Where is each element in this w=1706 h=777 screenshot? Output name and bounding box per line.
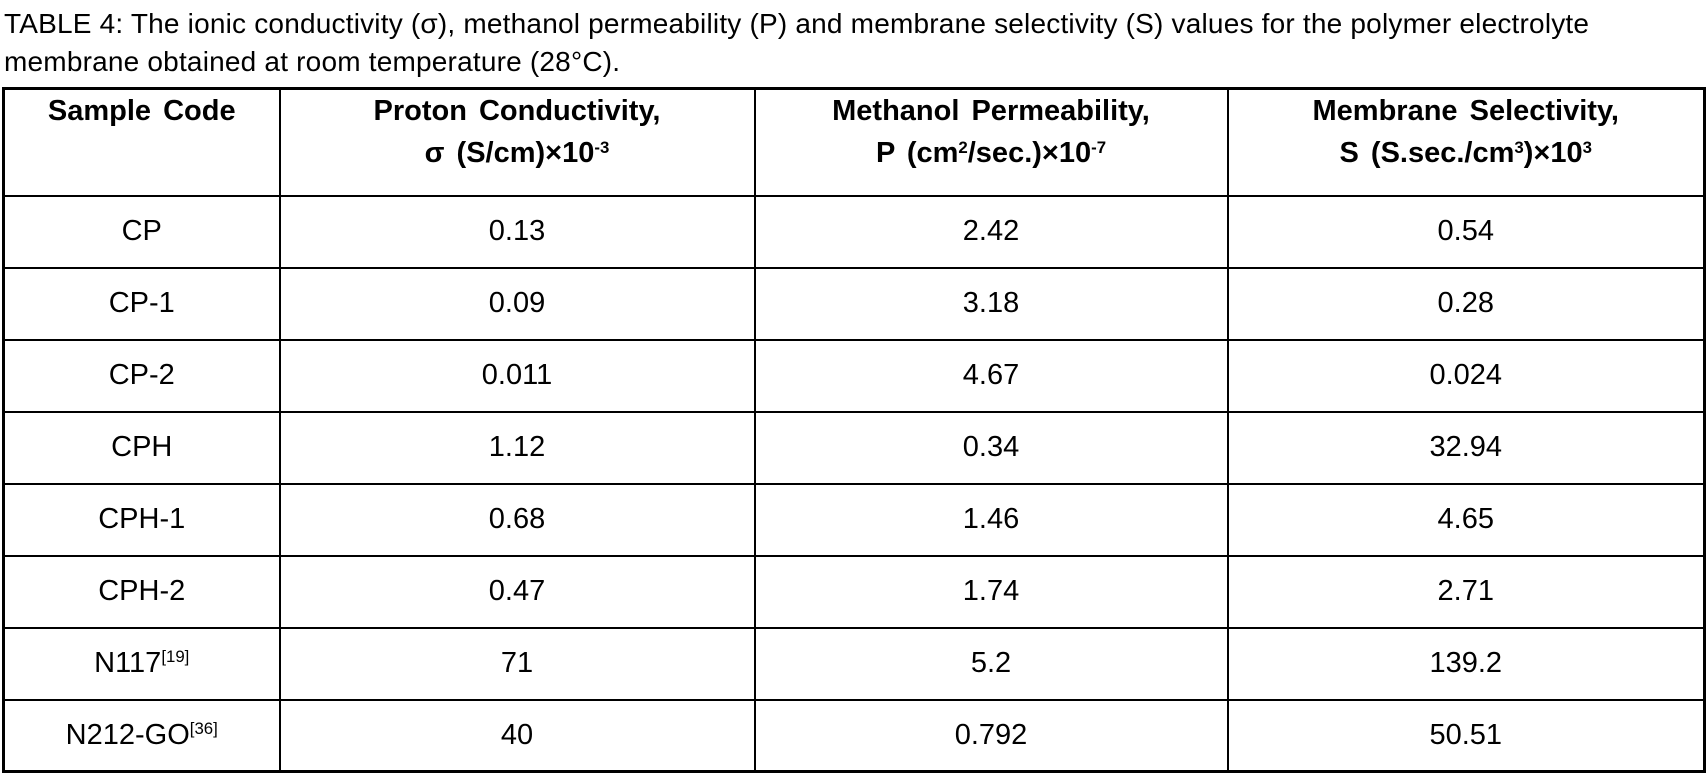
unit-superscript: 2 xyxy=(958,137,968,157)
unit-text: )×10 xyxy=(1523,137,1583,169)
col-header-sample-code: Sample Code xyxy=(2,87,281,197)
table-row: N117[19] 71 5.2 139.2 xyxy=(2,626,1706,701)
cell-methanol-permeability: 0.792 xyxy=(753,698,1229,773)
cell-sample: N212-GO[36] xyxy=(2,698,281,773)
unit-superscript: 3 xyxy=(1582,137,1592,157)
unit-text: /sec.)×10 xyxy=(967,137,1092,169)
cell-proton-conductivity: 40 xyxy=(278,698,756,773)
sample-code: CPH-1 xyxy=(98,503,186,535)
unit-text: P (cm xyxy=(875,137,959,169)
col-header-title: Membrane Selectivity, xyxy=(1312,95,1619,127)
col-header-unit: σ (S/cm)×10-3 xyxy=(281,132,754,174)
table-row: CP-1 0.09 3.18 0.28 xyxy=(2,266,1706,341)
cell-proton-conductivity: 0.47 xyxy=(278,554,756,629)
table-row: N212-GO[36] 40 0.792 50.51 xyxy=(2,698,1706,773)
table-row: CPH 1.12 0.34 32.94 xyxy=(2,410,1706,485)
cell-membrane-selectivity: 50.51 xyxy=(1226,698,1706,773)
cell-membrane-selectivity: 32.94 xyxy=(1226,410,1706,485)
cell-proton-conductivity: 0.68 xyxy=(278,482,756,557)
unit-text: S (S.sec./cm xyxy=(1339,137,1515,169)
cell-methanol-permeability: 2.42 xyxy=(753,194,1229,269)
cell-methanol-permeability: 1.74 xyxy=(753,554,1229,629)
unit-superscript: 3 xyxy=(1514,137,1524,157)
table-row: CP-2 0.011 4.67 0.024 xyxy=(2,338,1706,413)
cell-proton-conductivity: 0.011 xyxy=(278,338,756,413)
cell-methanol-permeability: 0.34 xyxy=(753,410,1229,485)
sample-code: CPH xyxy=(111,431,173,463)
cell-proton-conductivity: 1.12 xyxy=(278,410,756,485)
sample-code: N212-GO xyxy=(65,718,190,751)
col-header-unit: S (S.sec./cm3)×103 xyxy=(1229,132,1704,174)
cell-proton-conductivity: 0.13 xyxy=(278,194,756,269)
cell-methanol-permeability: 4.67 xyxy=(753,338,1229,413)
sample-code: CP xyxy=(121,215,162,247)
sample-code: N117 xyxy=(94,647,162,679)
cell-sample: CPH-2 xyxy=(2,554,281,629)
cell-membrane-selectivity: 0.024 xyxy=(1226,338,1706,413)
cell-sample: CP-1 xyxy=(2,266,281,341)
cell-membrane-selectivity: 0.54 xyxy=(1226,194,1706,269)
cell-methanol-permeability: 5.2 xyxy=(753,626,1229,701)
unit-superscript: -3 xyxy=(594,137,610,157)
col-header-membrane-selectivity: Membrane Selectivity, S (S.sec./cm3)×103 xyxy=(1226,87,1706,197)
citation-ref: [36] xyxy=(189,718,218,738)
sample-code: CP-2 xyxy=(108,359,175,391)
cell-sample: CP-2 xyxy=(2,338,281,413)
cell-membrane-selectivity: 0.28 xyxy=(1226,266,1706,341)
table-row: CPH-2 0.47 1.74 2.71 xyxy=(2,554,1706,629)
cell-sample: CPH-1 xyxy=(2,482,281,557)
col-header-unit: P (cm2/sec.)×10-7 xyxy=(756,132,1227,174)
col-header-title: Sample Code xyxy=(47,95,236,127)
cell-methanol-permeability: 3.18 xyxy=(753,266,1229,341)
table-row: CP 0.13 2.42 0.54 xyxy=(2,194,1706,269)
data-table: Sample Code Proton Conductivity, σ (S/cm… xyxy=(2,87,1706,773)
cell-proton-conductivity: 71 xyxy=(278,626,756,701)
col-header-methanol-permeability: Methanol Permeability, P (cm2/sec.)×10-7 xyxy=(753,87,1229,197)
sample-code: CP-1 xyxy=(108,287,175,319)
table-caption: TABLE 4: The ionic conductivity (σ), met… xyxy=(4,8,1590,77)
sample-code: CPH-2 xyxy=(98,575,186,607)
cell-membrane-selectivity: 139.2 xyxy=(1226,626,1706,701)
cell-membrane-selectivity: 4.65 xyxy=(1226,482,1706,557)
col-header-title: Proton Conductivity, xyxy=(373,95,661,127)
cell-methanol-permeability: 1.46 xyxy=(753,482,1229,557)
unit-text: σ (S/cm)×10 xyxy=(424,137,595,169)
unit-superscript: -7 xyxy=(1091,137,1107,157)
header-row: Sample Code Proton Conductivity, σ (S/cm… xyxy=(2,87,1706,197)
table-row: CPH-1 0.68 1.46 4.65 xyxy=(2,482,1706,557)
citation-ref: [19] xyxy=(161,646,190,666)
cell-proton-conductivity: 0.09 xyxy=(278,266,756,341)
col-header-title: Methanol Permeability, xyxy=(832,95,1150,127)
cell-sample: CP xyxy=(2,194,281,269)
cell-membrane-selectivity: 2.71 xyxy=(1226,554,1706,629)
col-header-proton-conductivity: Proton Conductivity, σ (S/cm)×10-3 xyxy=(278,87,756,197)
cell-sample: CPH xyxy=(2,410,281,485)
cell-sample: N117[19] xyxy=(2,626,281,701)
